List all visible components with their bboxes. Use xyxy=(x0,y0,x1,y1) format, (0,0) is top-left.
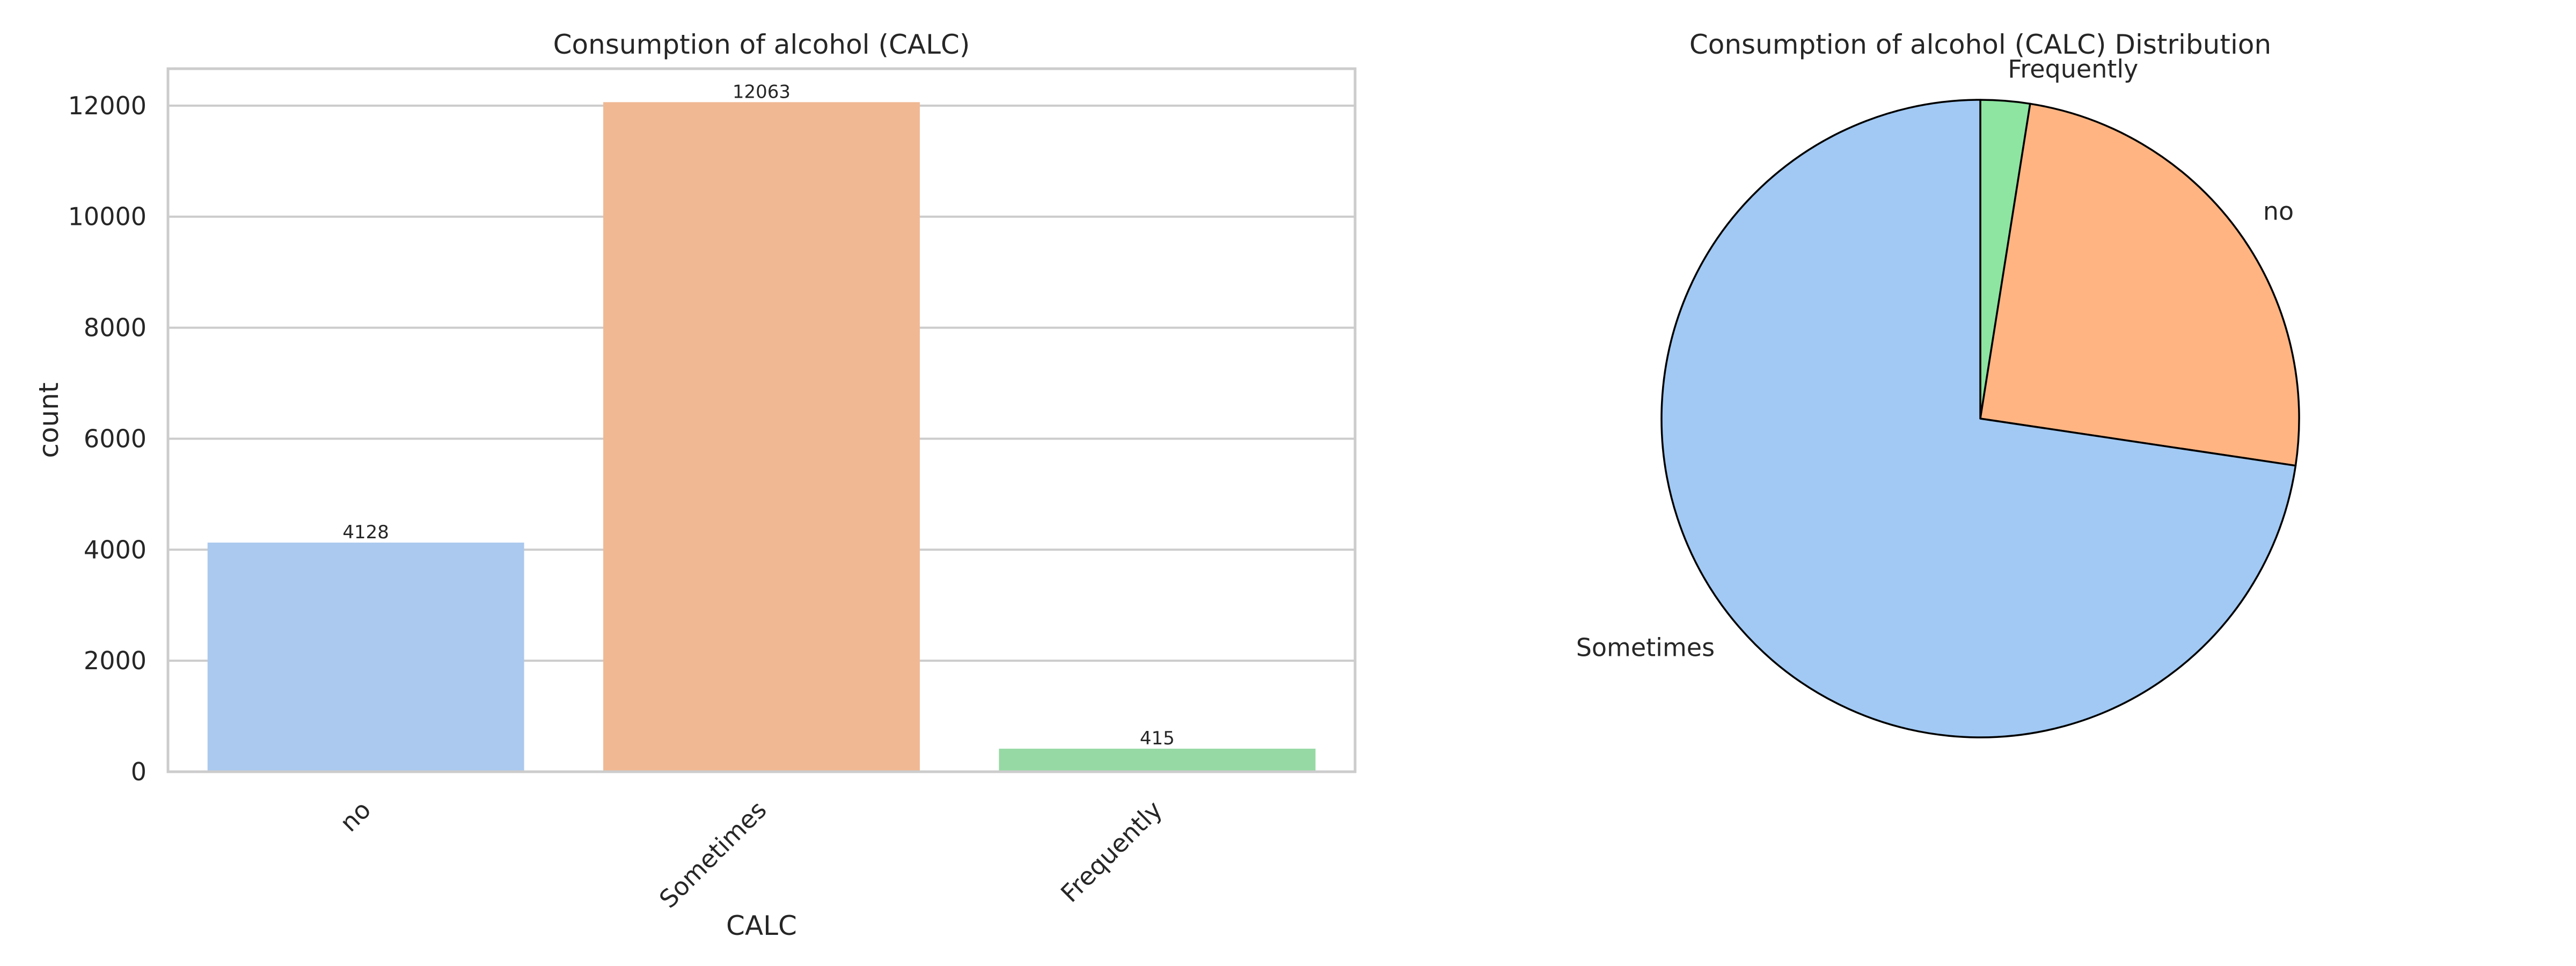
bar-y-axis-label: count xyxy=(33,382,64,458)
bar-frequently xyxy=(999,749,1316,772)
bar-y-tick-label: 12000 xyxy=(68,91,147,120)
pie-chart: Consumption of alcohol (CALC) Distributi… xyxy=(1576,29,2300,738)
bar-y-tick-label: 0 xyxy=(131,757,147,786)
bar-y-tick-label: 2000 xyxy=(84,646,147,675)
bar-x-tick-label: Sometimes xyxy=(654,795,772,914)
pie-slice-no xyxy=(1979,103,2300,467)
bar-x-ticks: no Sometimes Frequently xyxy=(334,795,1168,914)
bar-y-tick-label: 6000 xyxy=(84,424,147,453)
pie-label: no xyxy=(2263,197,2294,226)
bar-sometimes xyxy=(603,102,920,772)
pie-labels: Frequently no Sometimes xyxy=(1576,55,2294,662)
pie-label: Frequently xyxy=(2008,55,2138,84)
pie-chart-title: Consumption of alcohol (CALC) Distributi… xyxy=(1689,29,2271,60)
bar-x-axis-label: CALC xyxy=(726,910,797,941)
bar-y-tick-label: 10000 xyxy=(68,202,147,231)
bar-y-tick-label: 8000 xyxy=(84,313,147,342)
bar-y-tick-label: 4000 xyxy=(84,535,147,564)
bar-chart-title: Consumption of alcohol (CALC) xyxy=(553,29,970,60)
pie-label: Sometimes xyxy=(1576,633,1715,662)
bar-data-label: 12063 xyxy=(733,81,791,103)
bar-data-labels: 4128 12063 415 xyxy=(342,81,1174,749)
bar-no xyxy=(207,543,524,772)
pie-slices xyxy=(1660,99,2300,738)
bar-bars xyxy=(207,102,1316,772)
bar-chart: 4128 12063 415 0 2000 4000 6000 8000 10000 12000… xyxy=(33,29,1357,941)
bar-plot-frame xyxy=(166,67,1357,773)
bar-data-label: 415 xyxy=(1140,728,1175,749)
bar-x-tick-label: Frequently xyxy=(1055,795,1168,908)
bar-x-tick-label: no xyxy=(334,795,377,838)
bar-y-ticks: 0 2000 4000 6000 8000 10000 12000 xyxy=(68,91,147,786)
pie-slice-sometimes xyxy=(1660,99,2297,738)
bar-data-label: 4128 xyxy=(342,522,389,543)
